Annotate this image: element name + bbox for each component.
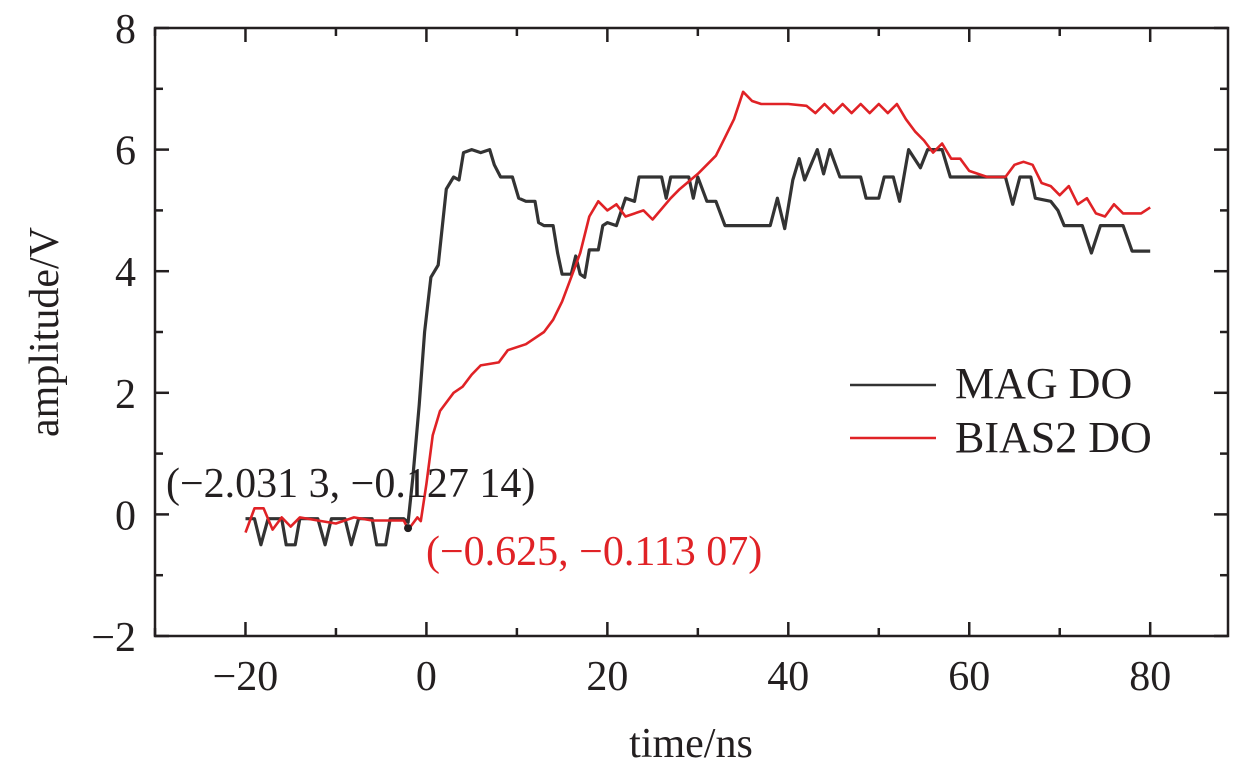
annotation-mag-do: (−2.031 3, −0.127 14) [166,461,535,507]
x-axis-label: time/ns [629,721,753,767]
y-tick-label: 8 [115,7,136,53]
y-tick-label: 0 [115,493,136,539]
legend-label-mag-do: MAG DO [955,359,1132,408]
x-tick-label: 60 [948,654,990,700]
legend-label-bias2-do: BIAS2 DO [955,413,1152,462]
y-tick-label: 6 [115,129,136,175]
x-tick-label: 80 [1129,654,1171,700]
y-tick-label: 2 [115,372,136,418]
annotation-bias2-do: (−0.625, −0.113 07) [426,529,762,575]
annotation-point-marker [404,524,413,533]
series-line-mag-do [245,148,1151,547]
y-tick-label: 4 [115,250,136,296]
y-tick-label: −2 [91,615,136,661]
x-tick-label: 20 [586,654,628,700]
x-tick-label: 0 [416,654,437,700]
x-tick-label: 40 [767,654,809,700]
x-tick-label: −20 [213,654,279,700]
y-axis-label: amplitude/V [22,227,68,437]
series-line-bias2-do [244,90,1151,534]
legend: MAG DO BIAS2 DO [850,359,1152,462]
